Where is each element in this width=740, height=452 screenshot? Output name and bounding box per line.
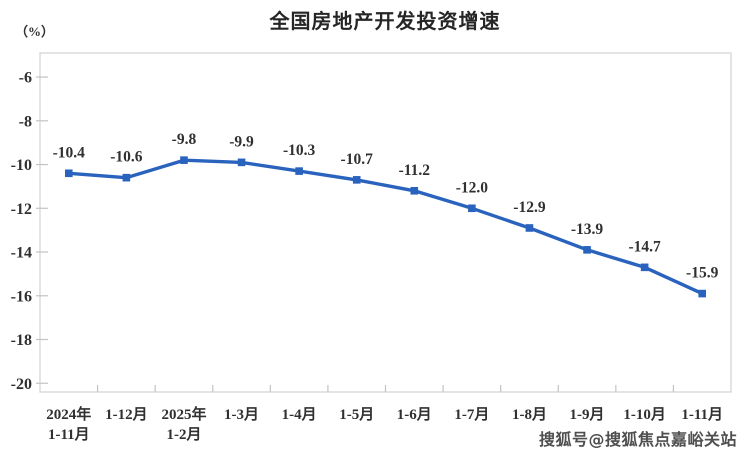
data-point-marker bbox=[295, 167, 303, 175]
data-line bbox=[67, 158, 704, 296]
data-point-marker bbox=[583, 246, 591, 254]
chart-title: 全国房地产开发投资增速 bbox=[269, 9, 501, 33]
y-axis-tick-label: -8 bbox=[19, 113, 32, 130]
data-point-label: -10.4 bbox=[53, 144, 86, 161]
data-point-marker bbox=[122, 173, 131, 182]
plot-area-border bbox=[39, 52, 732, 393]
x-axis-category-label: 1-5月 bbox=[339, 406, 374, 423]
data-point-marker bbox=[640, 263, 649, 272]
data-point-label: -13.9 bbox=[571, 221, 604, 238]
x-axis-category-label: 1-9月 bbox=[570, 406, 605, 423]
x-axis-category-label: 1-11月 bbox=[48, 426, 90, 443]
x-axis-category-label: 2024年 bbox=[46, 405, 91, 423]
data-point-marker bbox=[352, 176, 361, 184]
y-axis-tick-label: -18 bbox=[11, 332, 32, 349]
data-point-label: -10.3 bbox=[283, 142, 316, 159]
watermark-text: 搜狐号@搜狐焦点嘉峪关站 bbox=[538, 430, 737, 449]
data-point-label: -9.8 bbox=[172, 131, 197, 148]
y-axis-tick-label: -12 bbox=[11, 201, 32, 218]
x-axis-category-label: 1-4月 bbox=[282, 406, 317, 423]
data-point-marker bbox=[237, 158, 246, 167]
x-axis-category-label: 1-12月 bbox=[105, 406, 148, 423]
y-axis-tick-label: -14 bbox=[11, 245, 32, 262]
data-point-label: -12.0 bbox=[456, 179, 489, 196]
data-point-label: -15.9 bbox=[686, 265, 719, 282]
x-axis-category-label: 2025年 bbox=[161, 405, 206, 423]
data-point-marker bbox=[180, 156, 188, 164]
x-axis-category-label: 1-8月 bbox=[512, 406, 547, 423]
data-point-label: -12.9 bbox=[513, 199, 546, 216]
x-axis-category-label: 1-2月 bbox=[166, 426, 201, 443]
x-axis-category-label: 1-3月 bbox=[224, 406, 259, 423]
x-axis-category-label: 1-11月 bbox=[681, 406, 723, 423]
data-point-label: -10.6 bbox=[110, 149, 143, 166]
data-point-marker bbox=[410, 186, 419, 195]
y-axis-tick-label: -6 bbox=[19, 70, 32, 87]
x-axis-category-label: 1-7月 bbox=[454, 406, 489, 423]
x-axis-category-label: 1-10月 bbox=[623, 406, 666, 423]
data-point-marker bbox=[468, 204, 476, 213]
data-point-label: -9.9 bbox=[229, 133, 254, 150]
data-point-marker bbox=[64, 169, 73, 178]
y-axis-unit-label: （%） bbox=[15, 24, 55, 39]
data-point-marker bbox=[698, 289, 707, 298]
data-point-label: -14.7 bbox=[628, 238, 661, 255]
data-point-label: -11.2 bbox=[399, 162, 431, 179]
data-point-label: -10.7 bbox=[341, 151, 374, 168]
y-axis-tick-label: -16 bbox=[11, 288, 32, 305]
y-axis-tick-label: -10 bbox=[11, 157, 32, 174]
y-axis-tick-label: -20 bbox=[11, 376, 32, 393]
x-axis-category-label: 1-6月 bbox=[397, 406, 432, 423]
data-point-marker bbox=[525, 224, 534, 232]
